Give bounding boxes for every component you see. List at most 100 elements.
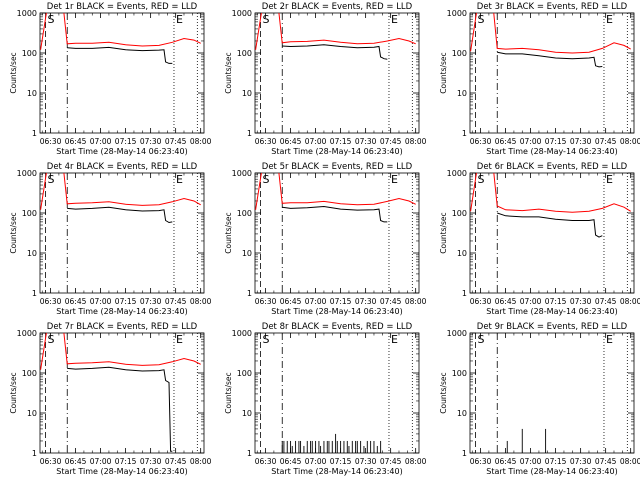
x-tick-label: 06:45 <box>65 297 87 306</box>
y-tick-label: 10 <box>457 409 467 418</box>
x-tick-label: 06:45 <box>495 137 517 146</box>
y-tick-label: 10 <box>242 249 252 258</box>
events-series-line <box>497 212 603 238</box>
x-axis-label: Start Time (28-May-14 06:23:40) <box>56 147 187 156</box>
x-axis-label: Start Time (28-May-14 06:23:40) <box>271 307 402 316</box>
y-axis-label: Counts/sec <box>9 52 18 93</box>
x-tick-label: 07:30 <box>140 137 162 146</box>
detector-panel-9: Det 9r BLACK = Events, RED = LLD 1 10 100 10… <box>439 322 640 476</box>
y-tick-label: 100 <box>22 49 37 58</box>
y-tick-label: 1000 <box>17 329 37 338</box>
time-marker-label: S <box>48 173 55 186</box>
x-tick-label: 07:15 <box>115 297 137 306</box>
panel-title: Det 8r BLACK = Events, RED = LLD <box>262 322 413 332</box>
y-tick-label: 1 <box>462 129 467 138</box>
x-tick-label: 07:45 <box>595 457 617 466</box>
x-tick-label: 07:00 <box>520 137 542 146</box>
x-axis-label: Start Time (28-May-14 06:23:40) <box>56 467 187 476</box>
x-tick-label: 07:00 <box>305 297 327 306</box>
y-tick-label: 1 <box>32 129 37 138</box>
x-tick-label: 07:15 <box>330 457 352 466</box>
y-tick-label: 1000 <box>17 9 37 18</box>
x-tick-label: 07:15 <box>545 137 567 146</box>
x-tick-label: 08:00 <box>620 457 640 466</box>
detector-panel-3: Det 3r BLACK = Events, RED = LLD 1 10 100 10… <box>439 2 640 156</box>
x-tick-label: 06:45 <box>65 457 87 466</box>
panel-title: Det 4r BLACK = Events, RED = LLD <box>47 162 198 172</box>
x-tick-label: 07:00 <box>90 137 112 146</box>
time-marker-label: E <box>176 173 183 186</box>
x-axis-label: Start Time (28-May-14 06:23:40) <box>56 307 187 316</box>
y-tick-label: 100 <box>452 49 467 58</box>
x-tick-label: 07:45 <box>380 297 402 306</box>
y-tick-label: 100 <box>237 369 252 378</box>
y-tick-label: 100 <box>237 209 252 218</box>
y-axis-label: Counts/sec <box>439 212 448 253</box>
plot-frame <box>469 12 635 134</box>
time-marker-label: E <box>391 173 398 186</box>
events-series-line <box>67 366 173 452</box>
plot-frame <box>39 172 205 294</box>
x-tick-label: 07:30 <box>570 297 592 306</box>
x-tick-label: 07:00 <box>90 297 112 306</box>
x-tick-label: 08:00 <box>405 137 427 146</box>
detector-panel-4: Det 4r BLACK = Events, RED = LLD 1 10 100 10… <box>9 162 212 316</box>
detector-panel-7: Det 7r BLACK = Events, RED = LLD 1 10 100 10… <box>9 322 212 476</box>
y-tick-label: 1 <box>247 289 252 298</box>
lld-series-line <box>40 13 201 50</box>
y-tick-label: 1 <box>247 449 252 458</box>
x-axis-label: Start Time (28-May-14 06:23:40) <box>271 467 402 476</box>
plot-frame <box>39 332 205 454</box>
x-tick-label: 07:00 <box>305 457 327 466</box>
y-axis-label: Counts/sec <box>9 372 18 413</box>
plot-frame <box>254 172 420 294</box>
x-tick-label: 07:30 <box>355 457 377 466</box>
x-tick-label: 08:00 <box>405 457 427 466</box>
plot-frame <box>254 12 420 134</box>
x-tick-label: 07:15 <box>330 297 352 306</box>
plot-frame <box>39 12 205 134</box>
panel-title: Det 1r BLACK = Events, RED = LLD <box>47 2 198 12</box>
panel-title: Det 3r BLACK = Events, RED = LLD <box>477 2 628 12</box>
panel-title: Det 9r BLACK = Events, RED = LLD <box>477 322 628 332</box>
x-axis-label: Start Time (28-May-14 06:23:40) <box>271 147 402 156</box>
x-tick-label: 07:15 <box>115 137 137 146</box>
x-tick-label: 08:00 <box>620 137 640 146</box>
y-tick-label: 10 <box>242 89 252 98</box>
x-tick-label: 07:00 <box>90 457 112 466</box>
plot-frame <box>469 172 635 294</box>
plot-frame <box>254 332 420 454</box>
y-tick-label: 100 <box>237 49 252 58</box>
x-tick-label: 07:45 <box>380 137 402 146</box>
y-tick-label: 10 <box>27 409 37 418</box>
plot-frame <box>469 332 635 454</box>
x-tick-label: 06:45 <box>495 297 517 306</box>
time-marker-label: E <box>606 333 613 346</box>
time-marker-label: S <box>478 333 485 346</box>
x-tick-label: 07:15 <box>115 457 137 466</box>
x-tick-label: 06:45 <box>495 457 517 466</box>
time-marker-label: S <box>48 13 55 26</box>
lld-series-line <box>255 173 416 210</box>
y-tick-label: 100 <box>22 369 37 378</box>
detector-panel-5: Det 5r BLACK = Events, RED = LLD 1 10 100 10… <box>224 162 427 316</box>
events-series-line <box>67 206 173 224</box>
y-axis-label: Counts/sec <box>224 52 233 93</box>
panel-title: Det 7r BLACK = Events, RED = LLD <box>47 322 198 332</box>
time-marker-label: E <box>176 13 183 26</box>
time-marker-label: E <box>391 13 398 26</box>
y-tick-label: 1000 <box>232 329 252 338</box>
y-tick-label: 1000 <box>232 169 252 178</box>
time-marker-label: S <box>263 333 270 346</box>
time-marker-label: E <box>391 333 398 346</box>
detector-panel-8: Det 8r BLACK = Events, RED = LLD 1 10 100 10… <box>224 322 427 476</box>
panel-title: Det 2r BLACK = Events, RED = LLD <box>262 2 413 12</box>
x-tick-label: 08:00 <box>190 297 212 306</box>
x-tick-label: 07:00 <box>305 137 327 146</box>
